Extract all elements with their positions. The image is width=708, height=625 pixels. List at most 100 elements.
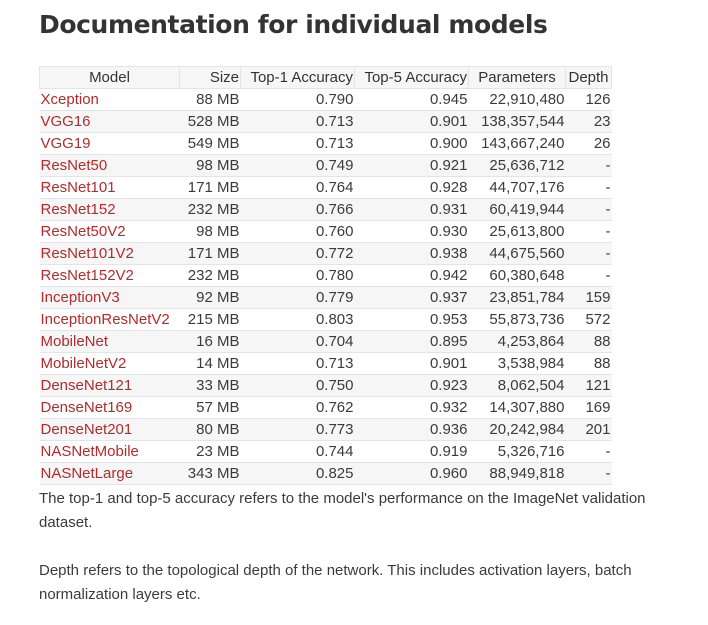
model-link[interactable]: Xception: [40, 91, 99, 108]
cell-top5-accuracy: 0.921: [354, 154, 469, 177]
cell-model: ResNet50V2: [39, 220, 180, 243]
cell-top5-accuracy: 0.937: [354, 286, 469, 309]
header-top1-accuracy: Top-1 Accuracy: [240, 66, 355, 89]
cell-size: 343 MB: [179, 462, 241, 485]
model-link[interactable]: MobileNet: [40, 333, 109, 350]
model-link[interactable]: ResNet152V2: [40, 267, 134, 284]
cell-model: NASNetMobile: [39, 440, 180, 463]
model-link[interactable]: DenseNet169: [40, 399, 133, 416]
cell-depth: -: [565, 220, 612, 243]
model-link[interactable]: NASNetMobile: [40, 443, 139, 460]
model-link[interactable]: DenseNet201: [40, 421, 133, 438]
cell-size: 171 MB: [179, 242, 241, 265]
cell-depth: -: [565, 198, 612, 221]
cell-depth: 88: [565, 352, 612, 375]
cell-model: DenseNet169: [39, 396, 180, 419]
table-row: ResNet50 98 MB 0.749 0.921 25,636,712-: [39, 154, 612, 177]
cell-top5-accuracy: 0.942: [354, 264, 469, 287]
cell-model: DenseNet121: [39, 374, 180, 397]
cell-model: NASNetLarge: [39, 462, 180, 485]
cell-top1-accuracy: 0.772: [240, 242, 355, 265]
cell-size: 171 MB: [179, 176, 241, 199]
cell-depth: 26: [565, 132, 612, 155]
cell-parameters: 55,873,736: [468, 308, 566, 331]
cell-size: 232 MB: [179, 264, 241, 287]
cell-size: 232 MB: [179, 198, 241, 221]
cell-top5-accuracy: 0.960: [354, 462, 469, 485]
cell-size: 80 MB: [179, 418, 241, 441]
cell-parameters: 22,910,480: [468, 88, 566, 111]
cell-top1-accuracy: 0.779: [240, 286, 355, 309]
page-title: Documentation for individual models: [39, 10, 548, 39]
cell-top5-accuracy: 0.932: [354, 396, 469, 419]
model-link[interactable]: MobileNetV2: [40, 355, 127, 372]
cell-top5-accuracy: 0.895: [354, 330, 469, 353]
cell-top5-accuracy: 0.936: [354, 418, 469, 441]
cell-model: Xception: [39, 88, 180, 111]
cell-parameters: 88,949,818: [468, 462, 566, 485]
cell-size: 215 MB: [179, 308, 241, 331]
table-row: DenseNet121 33 MB 0.750 0.923 8,062,504 121: [39, 374, 612, 397]
cell-top1-accuracy: 0.803: [240, 308, 355, 331]
cell-model: VGG16: [39, 110, 180, 133]
model-link[interactable]: ResNet101V2: [40, 245, 134, 262]
cell-size: 33 MB: [179, 374, 241, 397]
table-row: Xception 88 MB 0.790 0.945 22,910,480 126: [39, 88, 612, 111]
model-link[interactable]: DenseNet121: [40, 377, 133, 394]
cell-top1-accuracy: 0.744: [240, 440, 355, 463]
cell-top5-accuracy: 0.931: [354, 198, 469, 221]
table-row: InceptionResNetV2 215 MB 0.803 0.953 55,873,…: [39, 308, 612, 331]
cell-parameters: 3,538,984: [468, 352, 566, 375]
cell-depth: -: [565, 154, 612, 177]
model-link[interactable]: NASNetLarge: [40, 465, 134, 482]
table-body: Xception 88 MB 0.790 0.945 22,910,480 126 VGG1…: [39, 88, 612, 485]
cell-top1-accuracy: 0.764: [240, 176, 355, 199]
cell-parameters: 60,419,944: [468, 198, 566, 221]
model-link[interactable]: ResNet50: [40, 157, 108, 174]
table-row: MobileNet 16 MB 0.704 0.895 4,253,864 88: [39, 330, 612, 353]
table-row: ResNet101 171 MB 0.764 0.928 44,707,176-: [39, 176, 612, 199]
header-size: Size: [179, 66, 241, 89]
cell-model: InceptionV3: [39, 286, 180, 309]
model-link[interactable]: InceptionV3: [40, 289, 120, 306]
cell-top1-accuracy: 0.750: [240, 374, 355, 397]
model-link[interactable]: VGG16: [40, 113, 91, 130]
cell-size: 14 MB: [179, 352, 241, 375]
cell-model: ResNet101: [39, 176, 180, 199]
cell-parameters: 8,062,504: [468, 374, 566, 397]
header-model: Model: [39, 66, 180, 89]
cell-model: InceptionResNetV2: [39, 308, 180, 331]
model-link[interactable]: ResNet152: [40, 201, 116, 218]
cell-size: 16 MB: [179, 330, 241, 353]
cell-size: 57 MB: [179, 396, 241, 419]
model-link[interactable]: ResNet50V2: [40, 223, 126, 240]
accuracy-note: The top-1 and top-5 accuracy refers to t…: [39, 490, 646, 531]
cell-top1-accuracy: 0.766: [240, 198, 355, 221]
cell-top1-accuracy: 0.762: [240, 396, 355, 419]
cell-parameters: 25,636,712: [468, 154, 566, 177]
cell-model: ResNet152: [39, 198, 180, 221]
model-link[interactable]: ResNet101: [40, 179, 116, 196]
model-link[interactable]: InceptionResNetV2: [40, 311, 170, 328]
header-depth: Depth: [565, 66, 612, 89]
model-link[interactable]: VGG19: [40, 135, 91, 152]
cell-depth: 572: [565, 308, 612, 331]
table-row: ResNet101V2 171 MB 0.772 0.938 44,675,560-: [39, 242, 612, 265]
cell-size: 88 MB: [179, 88, 241, 111]
cell-top1-accuracy: 0.760: [240, 220, 355, 243]
table-row: VGG16 528 MB 0.713 0.901 138,357,544 23: [39, 110, 612, 133]
cell-depth: -: [565, 176, 612, 199]
table-row: MobileNetV2 14 MB 0.713 0.901 3,538,984 88: [39, 352, 612, 375]
cell-top1-accuracy: 0.790: [240, 88, 355, 111]
cell-parameters: 44,675,560: [468, 242, 566, 265]
cell-top1-accuracy: 0.704: [240, 330, 355, 353]
depth-note: Depth refers to the topological depth of…: [39, 562, 632, 603]
cell-size: 92 MB: [179, 286, 241, 309]
cell-top5-accuracy: 0.945: [354, 88, 469, 111]
cell-parameters: 60,380,648: [468, 264, 566, 287]
cell-model: ResNet101V2: [39, 242, 180, 265]
cell-top5-accuracy: 0.901: [354, 352, 469, 375]
cell-model: ResNet152V2: [39, 264, 180, 287]
cell-depth: 126: [565, 88, 612, 111]
header-parameters: Parameters: [468, 66, 566, 89]
